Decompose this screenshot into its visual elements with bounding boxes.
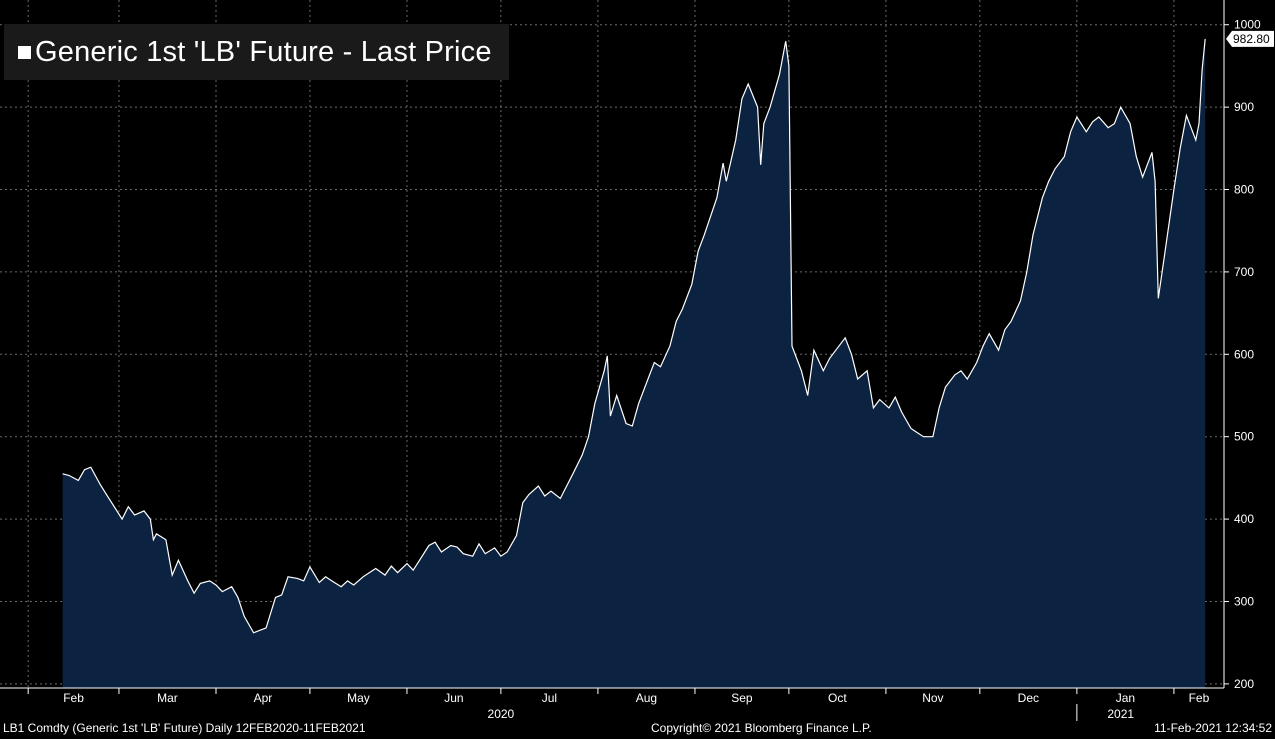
footer-security-info: LB1 Comdty (Generic 1st 'LB' Future) Dai… xyxy=(3,721,366,735)
y-tick-label: 900 xyxy=(1234,100,1254,114)
last-price-tag-bg xyxy=(1226,30,1274,47)
x-tick-label: May xyxy=(347,691,370,705)
x-tick-label: Jan xyxy=(1116,691,1135,705)
price-area-fill xyxy=(62,38,1206,688)
x-tick-label: Feb xyxy=(63,691,84,705)
x-tick-label: Feb xyxy=(1189,691,1210,705)
y-tick-label: 700 xyxy=(1234,265,1254,279)
year-label: 2021 xyxy=(1107,707,1134,721)
legend: Generic 1st 'LB' Future - Last Price xyxy=(4,24,509,80)
last-price-tag-label: 982.80 xyxy=(1233,32,1270,46)
footer-timestamp: 11-Feb-2021 12:34:52 xyxy=(1154,721,1272,735)
x-tick-label: Jul xyxy=(542,691,557,705)
year-label: 2020 xyxy=(488,707,515,721)
axes: 200 300 400 500 600 700 800 900 1000 Feb Mar Apr May… xyxy=(0,0,1274,721)
price-line xyxy=(62,38,1206,634)
y-tick-label: 1000 xyxy=(1234,18,1261,32)
y-tick-label: 500 xyxy=(1234,430,1254,444)
footer-copyright: Copyright© 2021 Bloomberg Finance L.P. xyxy=(651,721,872,735)
x-tick-label: Aug xyxy=(636,691,657,705)
last-price-tag: 982.80 xyxy=(1226,30,1274,47)
x-tick-label: Apr xyxy=(254,691,273,705)
y-tick-label: 300 xyxy=(1234,594,1254,608)
x-tick-label: Jun xyxy=(444,691,463,705)
x-tick-label: Dec xyxy=(1018,691,1039,705)
y-tick-label: 200 xyxy=(1234,677,1254,691)
price-area xyxy=(62,38,1206,688)
x-tick-label: Oct xyxy=(828,691,847,705)
y-tick-label: 600 xyxy=(1234,347,1254,361)
legend-swatch xyxy=(18,45,31,59)
x-tick-label: Nov xyxy=(922,691,943,705)
legend-label: Generic 1st 'LB' Future - Last Price xyxy=(35,35,492,68)
y-tick-label: 800 xyxy=(1234,183,1254,197)
y-tick-label: 400 xyxy=(1234,512,1254,526)
x-tick-label: Mar xyxy=(157,691,178,705)
x-tick-label: Sep xyxy=(731,691,753,705)
